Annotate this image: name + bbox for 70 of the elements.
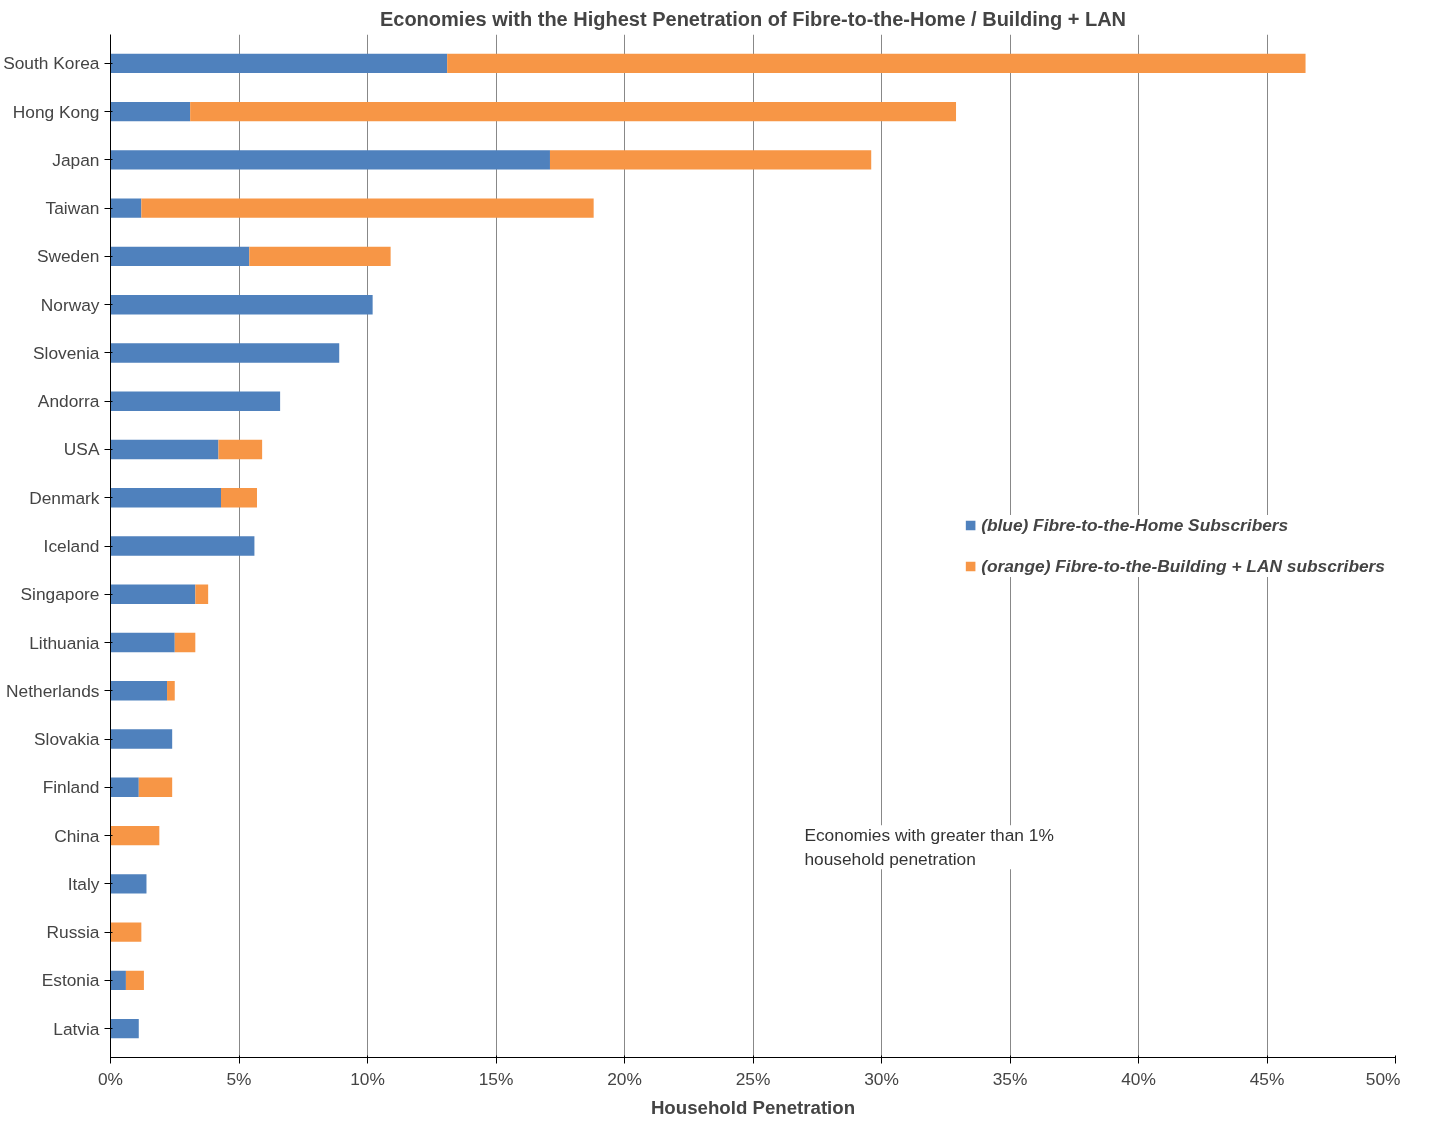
bar [174,632,196,653]
bar [167,681,175,701]
bar [110,102,191,122]
x-tick-label: 50% [1365,1068,1401,1089]
bar [110,632,175,653]
x-tick-label: 45% [1249,1068,1285,1089]
x-tick-label: 15% [478,1068,514,1089]
legend-label: (blue) Fibre-to-the-Home Subscribers [981,514,1289,536]
x-tick-label: 10% [350,1068,385,1089]
bar [447,53,1306,74]
x-tick-label: 35% [992,1068,1028,1089]
y-tick-label: USA [63,439,100,460]
bar [110,150,550,170]
bar [110,970,126,990]
x-axis-title: Household Penetration [650,1096,856,1118]
y-tick-label: Andorra [37,391,100,412]
bar [110,198,142,218]
bar [110,295,373,315]
x-tick-label: 40% [1121,1068,1156,1089]
bar [110,343,340,363]
y-tick-label: Latvia [53,1018,100,1039]
bar [221,488,257,508]
bar [141,198,594,218]
y-tick-label: Russia [46,922,100,943]
y-tick-label: Netherlands [6,680,100,701]
bar [249,246,391,267]
bar [110,439,219,460]
y-tick-label: South Korea [3,53,100,74]
bar [110,536,255,556]
bar [110,777,139,797]
y-tick-label: Sweden [36,246,100,267]
y-tick-label: Norway [40,294,100,315]
y-tick-label: Finland [42,777,100,798]
chart-title: Economies with the Highest Penetration of Fibre-to-the-Home / Building + LAN [379,7,1127,30]
legend-label: (orange) Fibre-to-the-Building + LAN subscribers [981,555,1385,577]
y-tick-label: Denmark [29,487,100,508]
y-tick-label: Japan [52,149,100,170]
y-tick-label: Italy [67,873,100,894]
bar [549,150,872,170]
bar [110,922,142,942]
y-tick-label: Iceland [43,536,100,556]
y-tick-label: Taiwan [45,198,100,219]
y-tick-label: China [54,825,100,846]
bar [110,488,222,508]
x-tick-label: 20% [607,1068,642,1089]
y-tick-label: Lithuania [29,632,100,653]
x-tick-label: 30% [864,1068,899,1089]
x-tick-label: 5% [226,1068,252,1089]
bar [110,391,281,411]
y-tick-label: Slovakia [34,729,100,750]
x-tick-label: 0% [97,1068,124,1089]
bar [110,584,196,604]
y-tick-label: Estonia [41,970,100,991]
bar [110,874,147,894]
y-tick-label: Singapore [20,584,100,605]
bar [195,584,209,604]
bar [110,1018,139,1039]
bar [110,729,173,749]
bar [110,53,448,74]
y-tick-label: Hong Kong [12,101,100,122]
bar [110,246,250,267]
bar [138,777,173,797]
bar [218,439,263,460]
annotation: Economies with greater than 1% household penetration [804,825,1054,870]
bar [125,970,144,990]
bar [190,102,957,122]
x-tick-label: 25% [735,1068,771,1089]
bar [110,681,168,701]
bar [110,825,160,846]
y-tick-label: Slovenia [33,342,100,363]
